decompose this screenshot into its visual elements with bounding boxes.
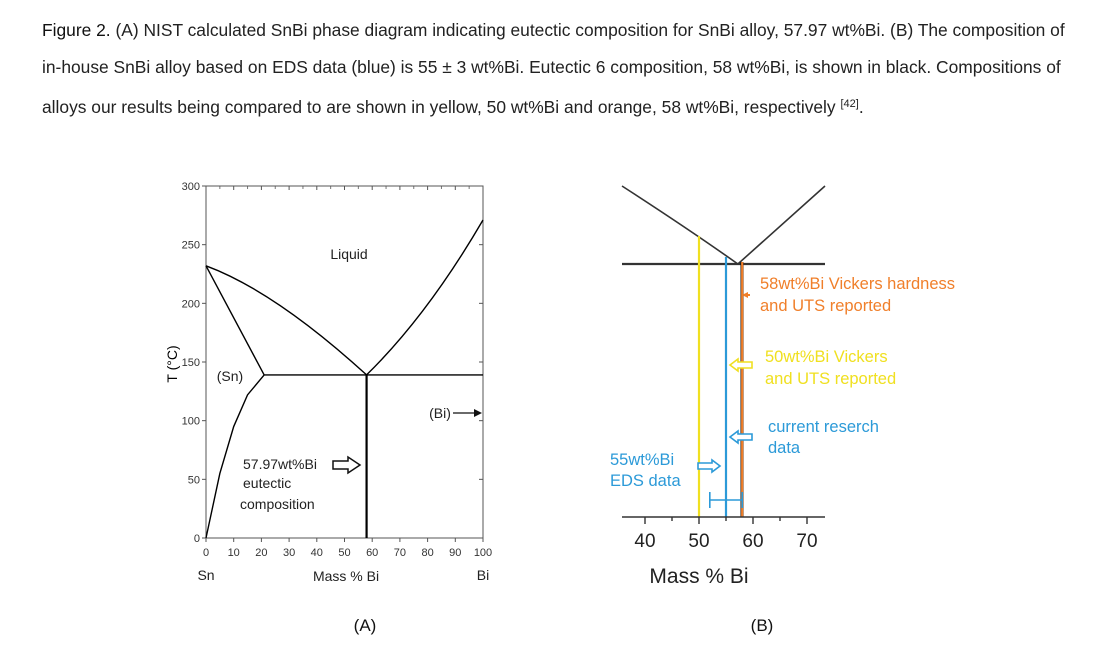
blue-label-line2: EDS data: [610, 472, 681, 490]
cyan-label-line1: current reserch: [768, 418, 879, 436]
x-tick-label: 100: [474, 547, 492, 559]
cyan-label-line2: data: [768, 439, 801, 457]
liquidus-left: [205, 265, 368, 376]
yellow-label-line2: and UTS reported: [765, 370, 896, 388]
liquidus-right: [366, 219, 484, 376]
orange-label-line2: and UTS reported: [760, 297, 891, 315]
liquid-region-label: Liquid: [330, 246, 367, 262]
figure-caption: Figure 2. (A) NIST calculated SnBi phase…: [42, 12, 1082, 126]
reference-marker: [42]: [840, 98, 859, 110]
solidus-sn: [205, 265, 265, 376]
sn-end-label: Sn: [197, 567, 214, 583]
eutectic-annotation-line3: composition: [240, 496, 315, 512]
sublabel-b: (B): [751, 616, 774, 635]
x-tick-label: 50: [338, 547, 350, 559]
x-tick-label: 90: [449, 547, 461, 559]
eutectic-annotation-line2: eutectic: [243, 475, 291, 491]
caption-text: (A) NIST calculated SnBi phase diagram i…: [42, 20, 1065, 117]
x-tick-label: 80: [421, 547, 433, 559]
solvus-sn: [205, 374, 265, 539]
x-tick-label: 20: [255, 547, 267, 559]
x-tick-label-b: 60: [742, 531, 763, 552]
cyan-arrow-icon: [728, 429, 753, 445]
x-tick-label: 60: [366, 547, 378, 559]
blue-label-line1: 55wt%Bi: [610, 451, 674, 469]
plot-frame-a: [205, 185, 484, 539]
x-tick-label-b: 40: [634, 531, 655, 552]
liquidus-curves: [621, 185, 826, 266]
hollow-arrow-icon: [332, 455, 362, 475]
x-tick-label: 70: [394, 547, 406, 559]
yellow-label-line1: 50wt%Bi Vickers: [765, 348, 888, 366]
x-tick-label: 30: [283, 547, 295, 559]
x-axis-label-a: Mass % Bi: [313, 568, 379, 584]
x-axis-label-b: Mass % Bi: [649, 565, 748, 588]
eutectic-annotation-line1: 57.97wt%Bi: [243, 456, 317, 472]
sn-region-label: (Sn): [217, 368, 243, 384]
y-axis-label: T (°C): [164, 345, 180, 382]
y-tick-label: 250: [182, 240, 200, 252]
y-tick-label: 300: [182, 181, 200, 193]
y-tick-label: 50: [188, 474, 200, 486]
blue-arrow-icon: [697, 458, 722, 474]
bi-region-label: (Bi): [429, 405, 451, 421]
caption-end: .: [858, 97, 864, 117]
y-tick-label: 200: [182, 298, 200, 310]
x-tick-label-b: 70: [796, 531, 817, 552]
yellow-arrow-icon: [728, 357, 753, 373]
y-tick-label: 100: [182, 416, 200, 428]
x-tick-label: 10: [228, 547, 240, 559]
x-tick-label-b: 50: [688, 531, 709, 552]
sublabel-a: (A): [354, 616, 377, 635]
right-arrow-icon: [453, 409, 482, 417]
y-tick-label: 150: [182, 357, 200, 369]
orange-label-line1: 58wt%Bi Vickers hardness: [760, 275, 955, 293]
x-tick-label: 0: [203, 547, 209, 559]
figure-label: Figure 2.: [42, 20, 111, 40]
x-tick-label: 40: [311, 547, 323, 559]
bi-end-label: Bi: [477, 567, 489, 583]
y-tick-label: 0: [194, 533, 200, 545]
